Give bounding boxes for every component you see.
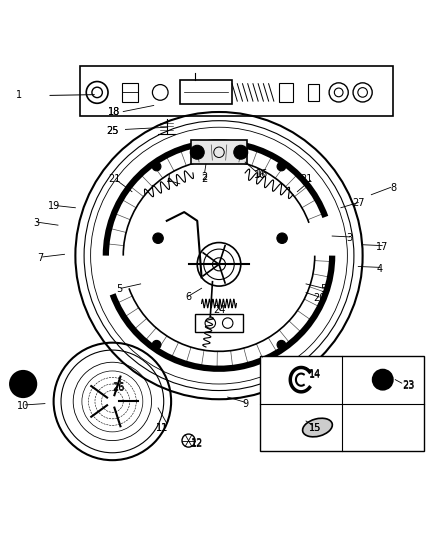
Text: 2: 2 xyxy=(201,172,208,182)
Circle shape xyxy=(373,370,392,389)
Text: 25: 25 xyxy=(106,126,119,136)
Bar xyxy=(195,314,243,332)
Text: 14: 14 xyxy=(309,370,321,381)
Bar xyxy=(180,80,232,104)
Ellipse shape xyxy=(303,418,332,437)
Text: 26: 26 xyxy=(113,383,125,392)
Circle shape xyxy=(153,233,163,244)
Bar xyxy=(80,66,393,116)
Circle shape xyxy=(234,146,248,159)
Text: 16: 16 xyxy=(256,169,268,179)
Text: 16: 16 xyxy=(254,170,266,180)
Circle shape xyxy=(378,375,387,384)
Text: 13: 13 xyxy=(13,375,25,385)
Text: 8: 8 xyxy=(390,183,396,193)
Text: 11: 11 xyxy=(156,423,169,433)
Text: 15: 15 xyxy=(308,423,321,433)
Text: 5: 5 xyxy=(116,284,122,294)
Text: 3: 3 xyxy=(33,218,39,228)
Text: 26: 26 xyxy=(113,383,125,393)
Circle shape xyxy=(152,162,161,171)
Text: 27: 27 xyxy=(352,198,364,208)
Bar xyxy=(260,356,424,451)
Text: 25: 25 xyxy=(106,126,119,136)
Bar xyxy=(279,83,293,102)
Text: 11: 11 xyxy=(156,423,169,433)
Text: 5: 5 xyxy=(320,284,327,294)
Text: 7: 7 xyxy=(37,253,44,263)
Text: 3: 3 xyxy=(346,233,353,243)
Text: 21: 21 xyxy=(108,174,121,184)
Circle shape xyxy=(152,341,161,349)
Text: 6: 6 xyxy=(185,292,191,302)
Text: 12: 12 xyxy=(191,439,203,449)
Text: 17: 17 xyxy=(376,242,389,252)
Text: 15: 15 xyxy=(308,423,321,433)
Circle shape xyxy=(277,233,287,244)
Text: 12: 12 xyxy=(191,438,203,448)
Text: 21: 21 xyxy=(300,174,312,184)
Text: 1: 1 xyxy=(166,174,172,184)
Circle shape xyxy=(17,377,30,391)
Text: 13: 13 xyxy=(13,375,25,385)
Text: 9: 9 xyxy=(242,399,248,409)
Text: 1: 1 xyxy=(16,91,22,100)
Text: 20: 20 xyxy=(313,293,325,303)
Text: 14: 14 xyxy=(309,369,321,379)
Text: 10: 10 xyxy=(17,401,29,411)
Text: 18: 18 xyxy=(109,107,121,117)
Text: 19: 19 xyxy=(47,200,60,211)
Circle shape xyxy=(277,341,286,349)
Circle shape xyxy=(10,371,36,397)
Text: 2: 2 xyxy=(201,174,208,183)
Bar xyxy=(122,83,138,102)
Text: 23: 23 xyxy=(402,381,414,391)
Text: 23: 23 xyxy=(402,380,414,390)
Circle shape xyxy=(155,236,161,241)
Circle shape xyxy=(190,146,204,159)
Circle shape xyxy=(279,236,285,241)
Text: 4: 4 xyxy=(377,264,383,273)
Bar xyxy=(308,84,319,101)
Bar xyxy=(191,140,247,164)
Text: 24: 24 xyxy=(213,305,225,315)
Circle shape xyxy=(277,162,286,171)
Text: 18: 18 xyxy=(109,107,121,117)
